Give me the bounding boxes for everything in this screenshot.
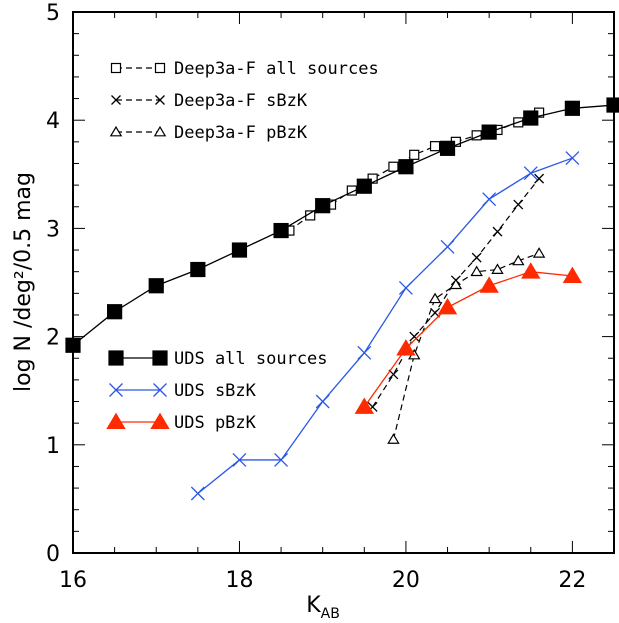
data-point-deep3a-f-sbzk xyxy=(492,226,503,237)
data-point-uds-all-sources xyxy=(398,159,414,175)
x-tick-label: 16 xyxy=(59,568,87,593)
data-point-uds-pbzk xyxy=(521,262,541,279)
legend-label: UDS sBzK xyxy=(174,381,257,401)
data-point-deep3a-f-pbzk xyxy=(491,263,504,274)
data-point-deep3a-f-all-sources xyxy=(409,149,420,160)
data-point-uds-sbzk xyxy=(274,452,289,467)
legend-marker xyxy=(109,383,123,397)
data-point-deep3a-f-all-sources xyxy=(429,141,441,152)
legend-item-uds-all-sources: UDS all sources xyxy=(108,349,328,369)
legend-item-uds-pbzk: UDS pBzK xyxy=(106,412,257,433)
data-point-uds-sbzk xyxy=(232,452,247,467)
x-axis-title-subscript: AB xyxy=(321,606,340,622)
legend-label: Deep3a-F pBzK xyxy=(174,123,308,143)
legend-marker xyxy=(155,95,165,105)
x-tick-label: 22 xyxy=(558,568,586,593)
data-point-deep3a-f-sbzk xyxy=(513,199,524,210)
data-point-uds-all-sources xyxy=(315,198,331,214)
data-point-deep3a-f-all-sources xyxy=(388,161,399,172)
series-uds-sbzk xyxy=(190,151,580,501)
legend-marker xyxy=(106,412,126,429)
series-deep3a-f-sbzk xyxy=(367,173,545,412)
legend-item-deep3a-f-sbzk: Deep3a-F sBzK xyxy=(111,91,308,111)
y-tick-label: 2 xyxy=(46,326,60,351)
data-point-deep3a-f-pbzk xyxy=(512,254,525,266)
y-axis-title: log N /deg²/0.5 mag xyxy=(11,172,36,392)
y-tick-label: 5 xyxy=(46,1,60,26)
series-layer xyxy=(65,97,619,501)
legend-marker xyxy=(111,95,121,105)
data-point-uds-sbzk xyxy=(482,192,497,207)
data-point-uds-all-sources xyxy=(481,124,497,140)
series-line-deep3a-f-pbzk xyxy=(392,252,540,440)
y-tick-label: 3 xyxy=(46,217,60,242)
legend-marker xyxy=(154,62,166,74)
data-point-uds-all-sources xyxy=(148,278,164,294)
y-tick-label: 1 xyxy=(46,434,60,459)
legend-marker xyxy=(110,62,122,74)
data-point-uds-all-sources xyxy=(564,100,580,116)
legend-layer: Deep3a-F all sources Deep3a-F sBzK Deep3a-… xyxy=(106,59,379,433)
data-point-uds-pbzk xyxy=(562,266,583,283)
ticks-layer: 16 18 20 22 0 1 2 3 4 5 xyxy=(46,1,615,593)
legend-marker xyxy=(153,383,167,397)
data-point-uds-all-sources xyxy=(523,110,539,126)
x-tick-label: 18 xyxy=(225,568,253,593)
legend-item-deep3a-f-pbzk: Deep3a-F pBzK xyxy=(109,123,308,143)
legend-marker xyxy=(152,350,168,366)
data-point-uds-all-sources xyxy=(273,222,289,239)
series-line-uds-all-sources xyxy=(72,104,615,346)
series-uds-all-sources xyxy=(65,97,619,353)
x-tick-label: 20 xyxy=(392,568,420,593)
series-uds-pbzk xyxy=(354,262,583,414)
data-point-uds-pbzk xyxy=(354,397,374,414)
series-line-uds-sbzk xyxy=(197,157,573,494)
data-point-deep3a-f-sbzk xyxy=(409,331,420,342)
data-point-deep3a-f-sbzk xyxy=(471,252,482,263)
legend-marker xyxy=(108,350,124,366)
legend-label: UDS all sources xyxy=(174,349,328,369)
data-point-uds-pbzk xyxy=(396,339,416,356)
y-tick-label: 0 xyxy=(46,542,60,567)
legend-label: Deep3a-F sBzK xyxy=(174,91,308,111)
data-point-uds-sbzk xyxy=(357,345,372,360)
data-point-uds-all-sources xyxy=(107,304,123,320)
legend-label: Deep3a-F all sources xyxy=(174,59,379,79)
legend-item-deep3a-f-all-sources: Deep3a-F all sources xyxy=(110,59,379,79)
data-point-deep3a-f-pbzk xyxy=(532,247,546,258)
legend-marker xyxy=(150,412,170,429)
data-point-uds-all-sources xyxy=(356,178,372,194)
data-point-uds-all-sources xyxy=(231,242,248,258)
data-point-uds-sbzk xyxy=(440,239,455,254)
data-point-deep3a-f-pbzk xyxy=(428,292,442,304)
legend-item-uds-sbzk: UDS sBzK xyxy=(109,381,257,401)
data-point-uds-sbzk xyxy=(315,394,330,409)
data-point-uds-sbzk xyxy=(523,166,538,181)
data-point-deep3a-f-sbzk xyxy=(388,369,399,380)
data-point-uds-all-sources xyxy=(439,140,456,156)
legend-label: UDS pBzK xyxy=(174,413,257,433)
data-point-deep3a-f-pbzk xyxy=(470,265,483,277)
data-point-uds-all-sources xyxy=(190,261,206,278)
data-point-uds-pbzk xyxy=(437,297,458,315)
x-axis-title-main: K xyxy=(306,593,321,618)
x-axis-title: KAB xyxy=(306,593,340,622)
data-point-uds-sbzk xyxy=(190,486,205,501)
data-point-uds-pbzk xyxy=(479,276,499,293)
legend-marker xyxy=(153,125,167,137)
series-line-uds-pbzk xyxy=(363,271,573,408)
data-point-deep3a-f-pbzk xyxy=(449,278,463,290)
data-point-deep3a-f-sbzk xyxy=(430,307,441,318)
y-tick-label: 4 xyxy=(46,109,60,134)
series-line-deep3a-f-sbzk xyxy=(372,178,540,408)
data-point-deep3a-f-pbzk xyxy=(387,433,400,444)
plot-frame xyxy=(72,11,615,554)
data-point-uds-sbzk xyxy=(565,151,580,166)
data-point-uds-sbzk xyxy=(398,280,413,295)
data-point-deep3a-f-sbzk xyxy=(534,173,545,184)
series-deep3a-f-pbzk xyxy=(387,247,546,444)
legend-marker xyxy=(109,125,123,137)
